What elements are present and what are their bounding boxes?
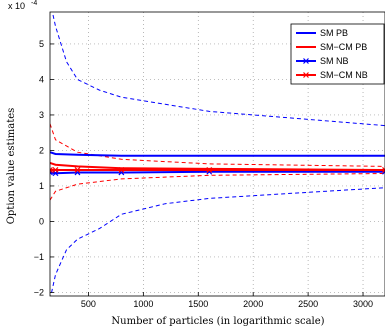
series-marker (74, 167, 81, 173)
x-tick-label: 500 (81, 299, 96, 309)
legend-entry: SM−CM NB (296, 70, 368, 80)
y-exponent-text: -4 (31, 0, 37, 7)
series-marker (50, 167, 53, 173)
y-tick-label: 4 (39, 74, 44, 84)
y-tick-label: 5 (39, 39, 44, 49)
axes-box (49, 11, 385, 297)
y-tick-label: 1 (39, 181, 44, 191)
legend-entry: SM−CM PB (296, 42, 367, 52)
x-axis-label: Number of particles (in logarithmic scal… (111, 316, 324, 327)
x-tick-label: 2500 (298, 299, 318, 309)
y-tick-label: 0 (39, 216, 44, 226)
tick-labels: 500 1000 1500 2000 2500 3000 −2 −1 0 1 2 3 4 5 (34, 39, 373, 309)
y-tick-label: −2 (34, 287, 44, 297)
plot-frame (49, 11, 385, 297)
legend-label: SM−CM PB (320, 42, 367, 52)
y-tick-label: 3 (39, 110, 44, 120)
y-multiplier-text: x 10 (8, 1, 25, 11)
legend: SM PB SM−CM PB SM NB SM−CM NB (290, 23, 385, 85)
legend-entry: SM PB (296, 28, 348, 38)
legend-label: SM−CM NB (320, 70, 368, 80)
y-exponent-label: x 10 -4 (8, 0, 37, 11)
x-tick-label: 1500 (188, 299, 208, 309)
legend-label: SM NB (320, 56, 349, 66)
series-marker (118, 167, 125, 173)
x-tick-label: 2000 (243, 299, 263, 309)
x-tick-label: 3000 (353, 299, 373, 309)
legend-label: SM PB (320, 28, 348, 38)
x-tick-label: 1000 (133, 299, 153, 309)
y-tick-label: 2 (39, 145, 44, 155)
series-marker (52, 167, 59, 173)
confidence-bound-line (50, 187, 385, 296)
legend-entry: SM NB (296, 56, 349, 66)
y-tick-label: −1 (34, 252, 44, 262)
series-layer (50, 12, 385, 296)
grid-lines (50, 12, 385, 296)
series-marker (382, 167, 385, 173)
y-axis-label: Option value estimates (6, 108, 17, 225)
series-line (50, 151, 385, 157)
confidence-bound-line (51, 12, 385, 127)
series-marker (206, 167, 213, 173)
confidence-bound-line (50, 173, 385, 201)
